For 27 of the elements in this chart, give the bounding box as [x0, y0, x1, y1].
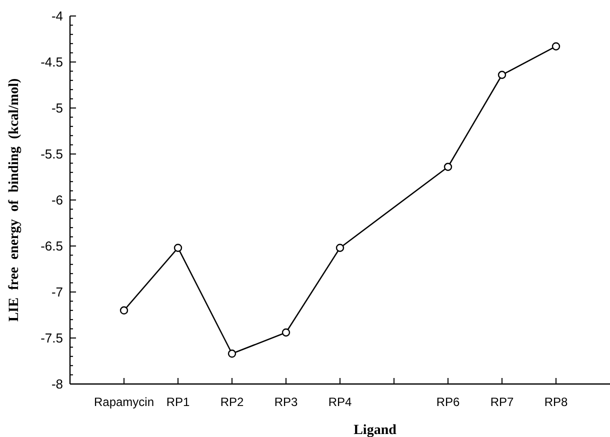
- x-axis-title: Ligand: [354, 423, 397, 437]
- point: [228, 350, 236, 358]
- x-tick-label: RP6: [436, 395, 460, 409]
- x-tick-label: RP3: [274, 395, 298, 409]
- point: [120, 306, 128, 314]
- point: [552, 42, 560, 50]
- y-tick-label: -7: [51, 284, 63, 300]
- y-tick-label: -6.5: [40, 238, 63, 254]
- y-tick-label: -6: [51, 192, 63, 208]
- x-tick-label: RP4: [328, 395, 352, 409]
- x-tick-label: RP2: [220, 395, 244, 409]
- x-tick-label: RP1: [166, 395, 190, 409]
- y-tick-label: -7.5: [40, 330, 63, 346]
- x-tick-label: RP8: [544, 395, 568, 409]
- y-tick-label: -4.5: [40, 54, 63, 70]
- y-tick-label: -4: [51, 8, 63, 24]
- point: [336, 244, 344, 252]
- x-tick-label: RP7: [490, 395, 514, 409]
- x-tick-label: Rapamycin: [94, 395, 154, 409]
- y-tick-label: -5: [51, 100, 63, 116]
- y-tick-label: -8: [51, 376, 63, 392]
- y-axis-title: LIE free energy of binding (kcal/mol): [7, 78, 22, 322]
- y-tick-label: -5.5: [40, 146, 63, 162]
- point: [282, 328, 290, 337]
- point: [174, 244, 182, 252]
- point: [444, 162, 452, 171]
- point: [498, 70, 506, 79]
